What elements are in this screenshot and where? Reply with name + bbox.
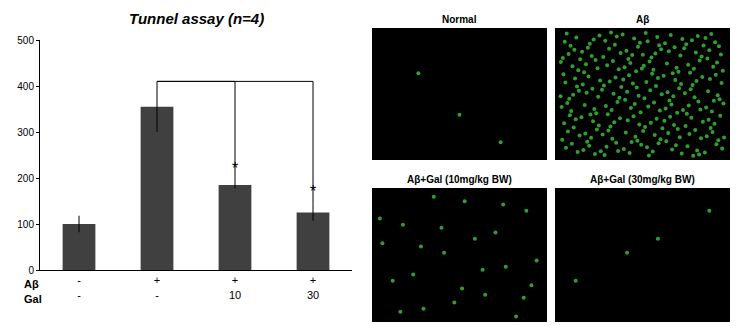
svg-text:0: 0 <box>28 265 34 276</box>
svg-text:*: * <box>310 183 316 200</box>
svg-text:Aβ: Aβ <box>636 14 649 25</box>
svg-text:Gal: Gal <box>24 293 42 305</box>
svg-text:+30: +30 <box>307 274 319 300</box>
svg-text:100: 100 <box>17 219 34 230</box>
svg-text:Aβ: Aβ <box>24 278 39 290</box>
svg-text:200: 200 <box>17 173 34 184</box>
svg-text:--: -- <box>77 274 81 300</box>
svg-text:Aβ+Gal (10mg/kg BW): Aβ+Gal (10mg/kg BW) <box>407 174 512 185</box>
svg-text:Tunnel assay (n=4): Tunnel assay (n=4) <box>129 10 264 27</box>
svg-text:*: * <box>232 160 238 177</box>
svg-text:Aβ+Gal (30mg/kg BW): Aβ+Gal (30mg/kg BW) <box>590 174 695 185</box>
svg-text:500: 500 <box>17 35 34 46</box>
svg-text:400: 400 <box>17 81 34 92</box>
svg-text:+10: +10 <box>229 274 241 300</box>
svg-text:Normal: Normal <box>442 14 477 25</box>
svg-text:+-: +- <box>154 274 160 300</box>
svg-text:300: 300 <box>17 127 34 138</box>
